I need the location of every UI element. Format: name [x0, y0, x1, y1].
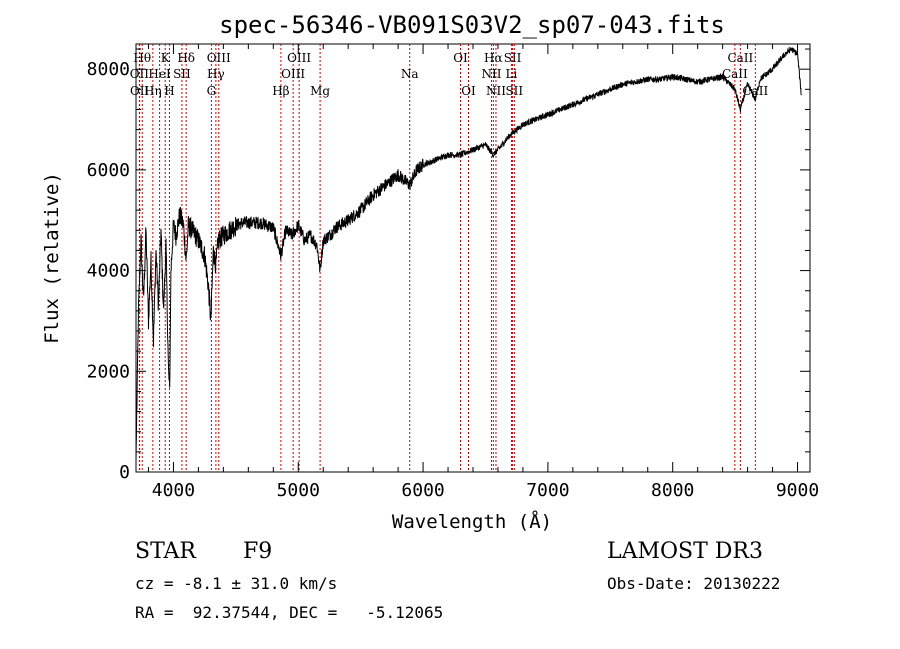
spectral-line-markers — [138, 44, 756, 472]
y-tick-label: 0 — [119, 462, 130, 483]
object-subclass: F9 — [243, 539, 273, 564]
line-label: Hη — [144, 84, 162, 98]
x-tick-label: 8000 — [651, 480, 694, 501]
line-label: Li — [506, 67, 518, 81]
survey-name: LAMOST DR3 — [607, 539, 763, 564]
line-label: OIII — [287, 51, 311, 65]
y-axis: 0 2000 4000 6000 8000 — [87, 48, 810, 483]
line-label: Hγ — [207, 67, 225, 81]
line-label: OII — [130, 84, 150, 98]
line-label: NII — [481, 67, 501, 81]
flux-series-line — [135, 46, 802, 462]
y-tick-label: 2000 — [87, 361, 130, 382]
y-tick-label: 8000 — [87, 59, 130, 80]
line-label: SII — [173, 67, 191, 81]
spectral-line-labels: OII OII Hθ Hη HeI K H SII Hδ OIII Hγ G Hβ OIII OIII Mg N… — [130, 51, 769, 98]
redshift-velocity: cz = -8.1 ± 31.0 km/s — [135, 574, 338, 593]
line-label: Mg — [310, 84, 330, 98]
line-label: OI — [461, 84, 476, 98]
observation-date: Obs-Date: 20130222 — [607, 574, 781, 593]
chart-title: spec-56346-VB091S03V2_sp07-043.fits — [219, 11, 725, 39]
line-label: OII — [130, 67, 150, 81]
plot-frame — [135, 43, 811, 473]
line-label: OIII — [207, 51, 231, 65]
ra-dec-coordinates: RA = 92.37544, DEC = -5.12065 — [135, 603, 444, 622]
y-tick-label: 4000 — [87, 261, 130, 282]
line-label: OIII — [281, 67, 305, 81]
x-tick-label: 4000 — [152, 480, 195, 501]
line-label: Hβ — [272, 84, 289, 98]
line-label: H — [164, 84, 174, 98]
x-axis: 4000 5000 6000 7000 8000 9000 — [147, 44, 819, 501]
object-class: STAR — [135, 539, 196, 564]
line-label: Na — [401, 67, 419, 81]
line-label: Hθ — [133, 51, 151, 65]
line-label: HeI — [148, 67, 171, 81]
line-label: K — [161, 51, 171, 65]
x-tick-label: 9000 — [776, 480, 819, 501]
line-label: CaII — [722, 67, 748, 81]
y-axis-label: Flux (relative) — [41, 172, 63, 344]
y-tick-label: 6000 — [87, 160, 130, 181]
line-label: NII — [486, 84, 506, 98]
line-label: SII — [505, 84, 523, 98]
line-label: Hα — [484, 51, 503, 65]
x-axis-label: Wavelength (Å) — [392, 510, 552, 533]
line-label: OI — [453, 51, 468, 65]
line-label: Hδ — [177, 51, 195, 65]
x-tick-label: 6000 — [401, 480, 444, 501]
x-tick-label: 7000 — [526, 480, 569, 501]
line-label: CaII — [727, 51, 753, 65]
line-label: G — [207, 84, 217, 98]
line-label: SII — [504, 51, 522, 65]
x-tick-label: 5000 — [277, 480, 320, 501]
